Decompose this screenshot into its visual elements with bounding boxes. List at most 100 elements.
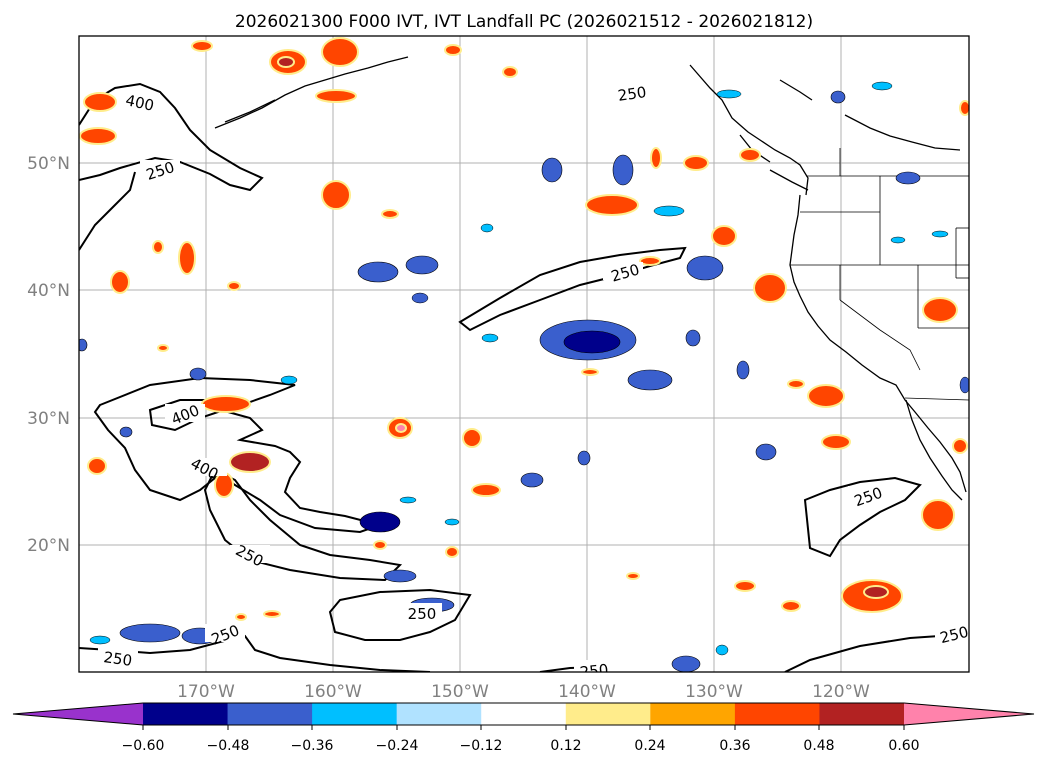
pc-feature xyxy=(157,344,169,352)
colorbar-tick-label: −0.60 xyxy=(122,738,165,754)
pc-feature xyxy=(481,333,499,343)
pc-feature xyxy=(626,572,640,580)
colorbar-segment xyxy=(650,703,736,725)
pc-feature xyxy=(277,56,295,68)
pc-feature xyxy=(627,369,673,391)
pc-light-negative-features xyxy=(89,81,969,656)
longitude-labels: 170°W 160°W 150°W 140°W 130°W 120°W xyxy=(177,682,870,702)
colorbar-segment xyxy=(312,703,398,725)
pc-feature xyxy=(895,171,921,185)
colorbar-segment xyxy=(734,703,820,725)
pc-feature xyxy=(110,270,130,294)
contour-label: 250 xyxy=(579,661,609,682)
gridlines xyxy=(79,36,969,672)
pc-feature xyxy=(807,384,845,408)
pc-feature xyxy=(959,100,969,116)
pc-feature xyxy=(178,241,196,275)
pc-feature xyxy=(227,281,241,291)
colorbar-tick-label: 0.36 xyxy=(719,738,750,754)
lon-label: 140°W xyxy=(558,682,616,702)
pc-feature xyxy=(235,613,247,621)
pc-feature xyxy=(612,154,634,186)
colorbar: −0.60 −0.48 −0.36 −0.24 −0.12 0.12 0.24 … xyxy=(12,702,1035,754)
contour-label: 250 xyxy=(408,605,437,623)
ivt-contours xyxy=(79,82,969,672)
pc-feature xyxy=(830,90,846,104)
lon-label: 120°W xyxy=(812,682,870,702)
pc-feature xyxy=(581,368,599,376)
pc-feature xyxy=(931,230,949,238)
lat-label: 30°N xyxy=(27,409,70,429)
pc-feature xyxy=(119,426,133,438)
pc-feature xyxy=(263,610,281,618)
pc-feature xyxy=(739,148,761,162)
pc-feature xyxy=(711,225,737,247)
pc-feature xyxy=(520,472,544,488)
pc-feature xyxy=(471,483,501,497)
colorbar-segment xyxy=(565,703,651,725)
colorbar-tick-label: −0.12 xyxy=(460,738,503,754)
colorbar-tick-label: 0.48 xyxy=(803,738,834,754)
pc-feature xyxy=(871,81,893,91)
contour-label: 250 xyxy=(102,648,133,670)
pc-feature xyxy=(653,205,685,217)
colorbar-segments xyxy=(13,703,1034,725)
pc-feature xyxy=(921,499,955,531)
pc-feature xyxy=(736,360,750,380)
political-boundaries xyxy=(790,148,969,401)
colorbar-tick-label: 0.24 xyxy=(634,738,665,754)
pc-feature xyxy=(189,367,207,381)
coastlines xyxy=(214,56,967,501)
pc-feature xyxy=(229,451,271,473)
pc-feature xyxy=(411,292,429,304)
pc-feature xyxy=(716,89,742,99)
pc-feature xyxy=(577,450,591,466)
colorbar-segment xyxy=(143,703,229,725)
contour-label: 250 xyxy=(617,83,648,105)
colorbar-tick-label: 0.12 xyxy=(550,738,581,754)
pc-feature xyxy=(152,240,164,254)
pc-feature xyxy=(755,443,777,461)
colorbar-segment xyxy=(819,703,905,725)
pc-feature xyxy=(787,379,805,389)
pc-feature xyxy=(405,255,439,275)
pc-feature xyxy=(191,40,213,52)
pc-feature xyxy=(87,457,107,475)
pc-feature xyxy=(444,44,462,56)
pc-feature xyxy=(541,157,563,183)
lat-label: 50°N xyxy=(27,154,70,174)
pc-feature xyxy=(83,92,117,112)
colorbar-tick-label: 0.60 xyxy=(888,738,919,754)
pc-feature xyxy=(79,127,117,145)
pc-feature xyxy=(214,472,234,498)
pc-feature xyxy=(480,223,494,233)
pc-feature xyxy=(399,496,417,504)
pc-feature xyxy=(863,585,889,599)
pc-feature xyxy=(585,194,639,216)
pc-feature xyxy=(445,546,459,558)
pc-feature xyxy=(444,518,460,526)
pc-feature xyxy=(753,273,787,303)
contour-labels: 400 250 400 400 250 250 250 250 250 250 xyxy=(98,83,969,682)
map-panel: 400 250 400 400 250 250 250 250 250 250 xyxy=(78,35,970,682)
pc-feature xyxy=(734,580,756,592)
pc-feature xyxy=(79,338,88,352)
pc-feature xyxy=(502,66,518,78)
lon-label: 150°W xyxy=(431,682,489,702)
pc-feature xyxy=(922,297,958,323)
pc-feature xyxy=(821,434,851,450)
map-frame xyxy=(78,35,970,673)
pc-feature xyxy=(321,180,351,210)
pc-feature xyxy=(359,511,401,533)
lon-label: 160°W xyxy=(304,682,362,702)
pc-feature xyxy=(315,89,357,103)
pc-feature xyxy=(890,236,906,244)
colorbar-segment xyxy=(904,703,1034,725)
pc-feature xyxy=(395,423,407,433)
pc-feature xyxy=(650,147,662,169)
colorbar-tick-label: −0.48 xyxy=(207,738,250,754)
pc-feature xyxy=(959,376,969,394)
pc-feature xyxy=(686,255,724,281)
lon-label: 170°W xyxy=(177,682,235,702)
